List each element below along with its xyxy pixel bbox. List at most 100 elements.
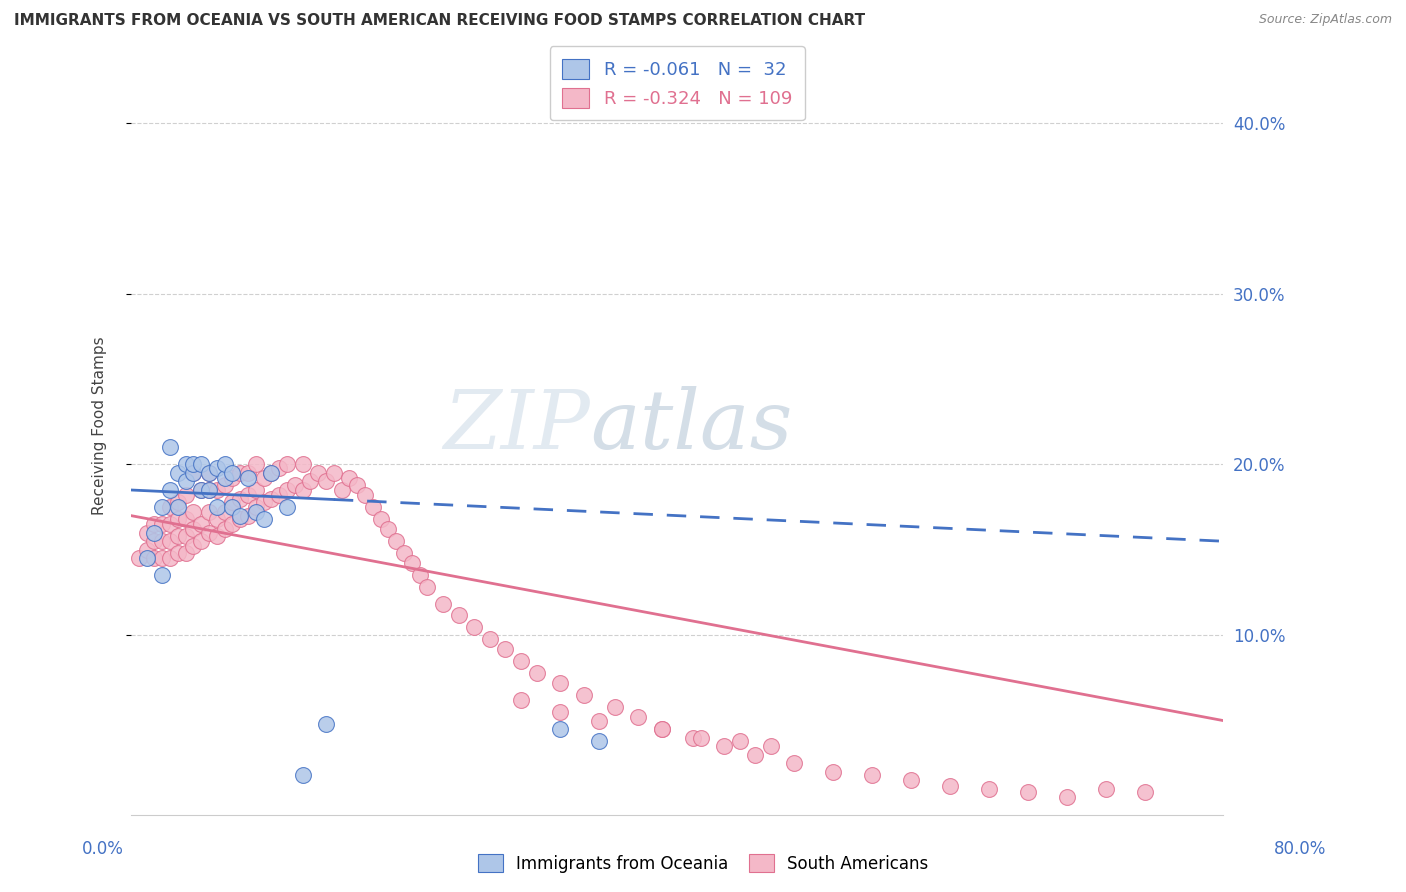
Point <box>159 483 181 497</box>
Point <box>236 466 259 480</box>
Point <box>190 483 212 497</box>
Text: Source: ZipAtlas.com: Source: ZipAtlas.com <box>1258 13 1392 27</box>
Point <box>221 517 243 532</box>
Text: 0.0%: 0.0% <box>82 840 124 858</box>
Point <box>198 525 221 540</box>
Point <box>269 488 291 502</box>
Point <box>174 512 197 526</box>
Point <box>252 471 274 485</box>
Y-axis label: Receiving Food Stamps: Receiving Food Stamps <box>93 336 107 516</box>
Point <box>205 500 228 514</box>
Point <box>221 500 243 514</box>
Point <box>651 722 673 736</box>
Point <box>588 734 610 748</box>
Point <box>143 534 166 549</box>
Point <box>229 466 252 480</box>
Point <box>291 483 314 497</box>
Point <box>572 688 595 702</box>
Point <box>401 557 423 571</box>
Point <box>221 471 243 485</box>
Point <box>276 458 298 472</box>
Text: atlas: atlas <box>589 386 792 466</box>
Point <box>245 483 267 497</box>
Point <box>190 517 212 532</box>
Point <box>463 620 485 634</box>
Point <box>183 540 205 554</box>
Point <box>174 475 197 489</box>
Point <box>713 739 735 754</box>
Point <box>236 488 259 502</box>
Point <box>159 500 181 514</box>
Point <box>214 478 236 492</box>
Point <box>150 568 173 582</box>
Point <box>823 764 845 779</box>
Point <box>276 483 298 497</box>
Point <box>150 517 173 532</box>
Point <box>214 522 236 536</box>
Point <box>135 551 157 566</box>
Point <box>198 466 221 480</box>
Legend: Immigrants from Oceania, South Americans: Immigrants from Oceania, South Americans <box>471 847 935 880</box>
Point <box>166 512 188 526</box>
Point <box>284 478 307 492</box>
Point <box>198 483 221 497</box>
Point <box>361 500 384 514</box>
Point <box>183 458 205 472</box>
Point <box>236 471 259 485</box>
Point <box>236 508 259 523</box>
Point <box>728 734 751 748</box>
Point <box>416 580 439 594</box>
Point <box>979 781 1001 796</box>
Point <box>174 488 197 502</box>
Point <box>1095 781 1118 796</box>
Point <box>221 495 243 509</box>
Point <box>260 466 283 480</box>
Point <box>269 460 291 475</box>
Point <box>252 495 274 509</box>
Point <box>1056 790 1078 805</box>
Text: IMMIGRANTS FROM OCEANIA VS SOUTH AMERICAN RECEIVING FOOD STAMPS CORRELATION CHAR: IMMIGRANTS FROM OCEANIA VS SOUTH AMERICA… <box>14 13 865 29</box>
Point <box>759 739 782 754</box>
Point <box>245 505 267 519</box>
Point <box>205 460 228 475</box>
Point <box>860 768 883 782</box>
Point <box>432 598 454 612</box>
Point <box>159 551 181 566</box>
Point <box>339 471 361 485</box>
Point <box>299 475 322 489</box>
Point <box>385 534 408 549</box>
Point <box>150 551 173 566</box>
Point <box>744 747 766 762</box>
Point <box>166 466 188 480</box>
Point <box>205 512 228 526</box>
Point <box>229 491 252 506</box>
Point <box>291 458 314 472</box>
Point <box>183 505 205 519</box>
Point <box>190 458 212 472</box>
Point <box>260 466 283 480</box>
Point <box>447 607 470 622</box>
Point <box>689 731 711 745</box>
Point <box>143 517 166 532</box>
Point <box>198 483 221 497</box>
Point <box>150 500 173 514</box>
Point <box>198 505 221 519</box>
Point <box>245 458 267 472</box>
Text: ZIP: ZIP <box>443 386 589 466</box>
Point <box>166 529 188 543</box>
Point <box>392 546 415 560</box>
Legend: R = -0.061   N =  32, R = -0.324   N = 109: R = -0.061 N = 32, R = -0.324 N = 109 <box>550 46 804 120</box>
Point <box>174 529 197 543</box>
Point <box>221 466 243 480</box>
Point <box>190 483 212 497</box>
Point <box>183 466 205 480</box>
Point <box>939 779 962 793</box>
Point <box>260 491 283 506</box>
Point <box>354 488 377 502</box>
Point <box>408 568 430 582</box>
Point <box>588 714 610 728</box>
Point <box>143 525 166 540</box>
Point <box>315 475 337 489</box>
Point <box>183 466 205 480</box>
Point <box>330 483 353 497</box>
